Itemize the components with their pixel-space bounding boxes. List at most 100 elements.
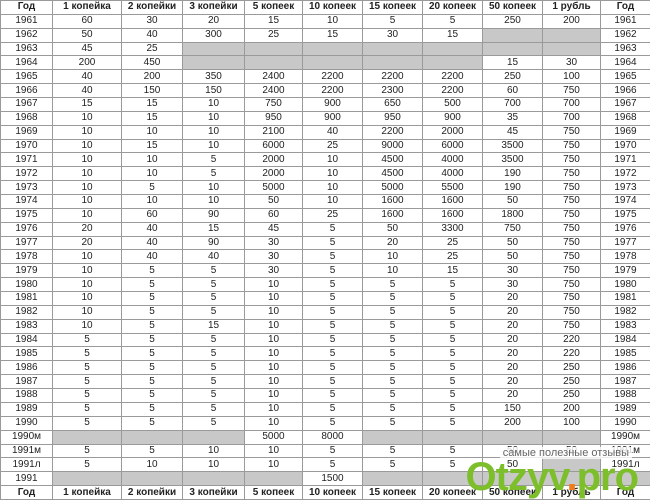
price-cell: 10 [363,250,423,264]
price-cell [363,56,423,70]
price-cell: 10 [53,111,122,125]
watermark-logo[interactable]: Otzyv.pro [465,457,638,497]
price-cell: 10 [53,195,122,209]
column-header: 5 копеек [245,1,303,15]
price-cell: 5 [303,458,363,472]
year-cell: 1980 [1,278,53,292]
price-cell [543,430,601,444]
price-cell: 5 [423,319,483,333]
price-cell: 40 [122,250,183,264]
price-cell: 10 [245,375,303,389]
year-cell: 1968 [601,111,650,125]
price-cell [122,472,183,486]
year-cell: 1961 [1,14,53,28]
year-cell: 1991л [1,458,53,472]
price-cell: 20 [483,389,543,403]
column-footer: 2 копейки [122,486,183,500]
price-cell: 5 [423,333,483,347]
price-cell: 900 [423,111,483,125]
column-header: Год [601,1,650,15]
year-cell: 1966 [1,84,53,98]
price-cell: 750 [483,222,543,236]
year-cell: 1976 [601,222,650,236]
price-cell: 50 [483,236,543,250]
price-cell: 5 [183,153,245,167]
price-cell: 10 [183,125,245,139]
year-cell: 1988 [601,389,650,403]
price-cell: 2200 [303,84,363,98]
price-cell: 1600 [423,208,483,222]
price-cell: 750 [245,98,303,112]
year-cell: 1967 [601,98,650,112]
price-cell: 30 [363,28,423,42]
price-cell: 2200 [423,70,483,84]
year-cell: 1987 [1,375,53,389]
price-cell: 5 [183,389,245,403]
price-cell: 5 [363,402,423,416]
year-cell: 1980 [601,278,650,292]
price-cell: 5 [53,416,122,430]
price-cell: 1500 [303,472,363,486]
price-cell: 200 [483,416,543,430]
price-cell: 30 [483,264,543,278]
price-cell: 5 [53,444,122,458]
watermark-domain[interactable]: pro [577,455,638,499]
price-cell: 5 [122,402,183,416]
price-cell: 5 [122,444,183,458]
price-cell: 250 [483,70,543,84]
price-cell [183,430,245,444]
price-cell: 5 [53,402,122,416]
price-cell: 750 [543,278,601,292]
price-cell: 10 [53,153,122,167]
price-cell: 750 [543,222,601,236]
price-cell: 60 [122,208,183,222]
price-cell: 15 [122,98,183,112]
year-cell: 1982 [1,305,53,319]
column-header: 2 копейки [122,1,183,15]
price-cell: 5 [423,278,483,292]
price-cell: 15 [53,98,122,112]
price-cell: 20 [483,292,543,306]
price-cell: 2400 [245,84,303,98]
year-cell: 1971 [601,153,650,167]
price-cell: 5 [122,361,183,375]
price-cell: 5 [122,319,183,333]
price-cell: 10 [183,195,245,209]
price-cell: 40 [122,28,183,42]
price-cell: 40 [122,236,183,250]
price-cell: 10 [122,458,183,472]
price-cell: 220 [543,347,601,361]
price-cell: 50 [483,195,543,209]
year-cell: 1969 [601,125,650,139]
price-cell: 15 [303,28,363,42]
watermark-dot[interactable]: . [566,455,576,499]
price-cell: 5 [122,416,183,430]
price-cell: 250 [543,389,601,403]
year-cell: 1981 [601,292,650,306]
year-cell: 1969 [1,125,53,139]
price-cell: 3500 [483,139,543,153]
price-cell: 5 [183,361,245,375]
price-cell [183,472,245,486]
column-header: 1 рубль [543,1,601,15]
price-cell: 40 [53,70,122,84]
price-cell: 950 [245,111,303,125]
price-cell: 50 [53,28,122,42]
watermark-brand[interactable]: Otzyv [465,455,566,499]
price-cell: 5 [423,416,483,430]
year-cell: 1984 [601,333,650,347]
price-cell: 450 [122,56,183,70]
price-cell: 5 [303,222,363,236]
price-cell: 30 [245,250,303,264]
price-cell [245,472,303,486]
